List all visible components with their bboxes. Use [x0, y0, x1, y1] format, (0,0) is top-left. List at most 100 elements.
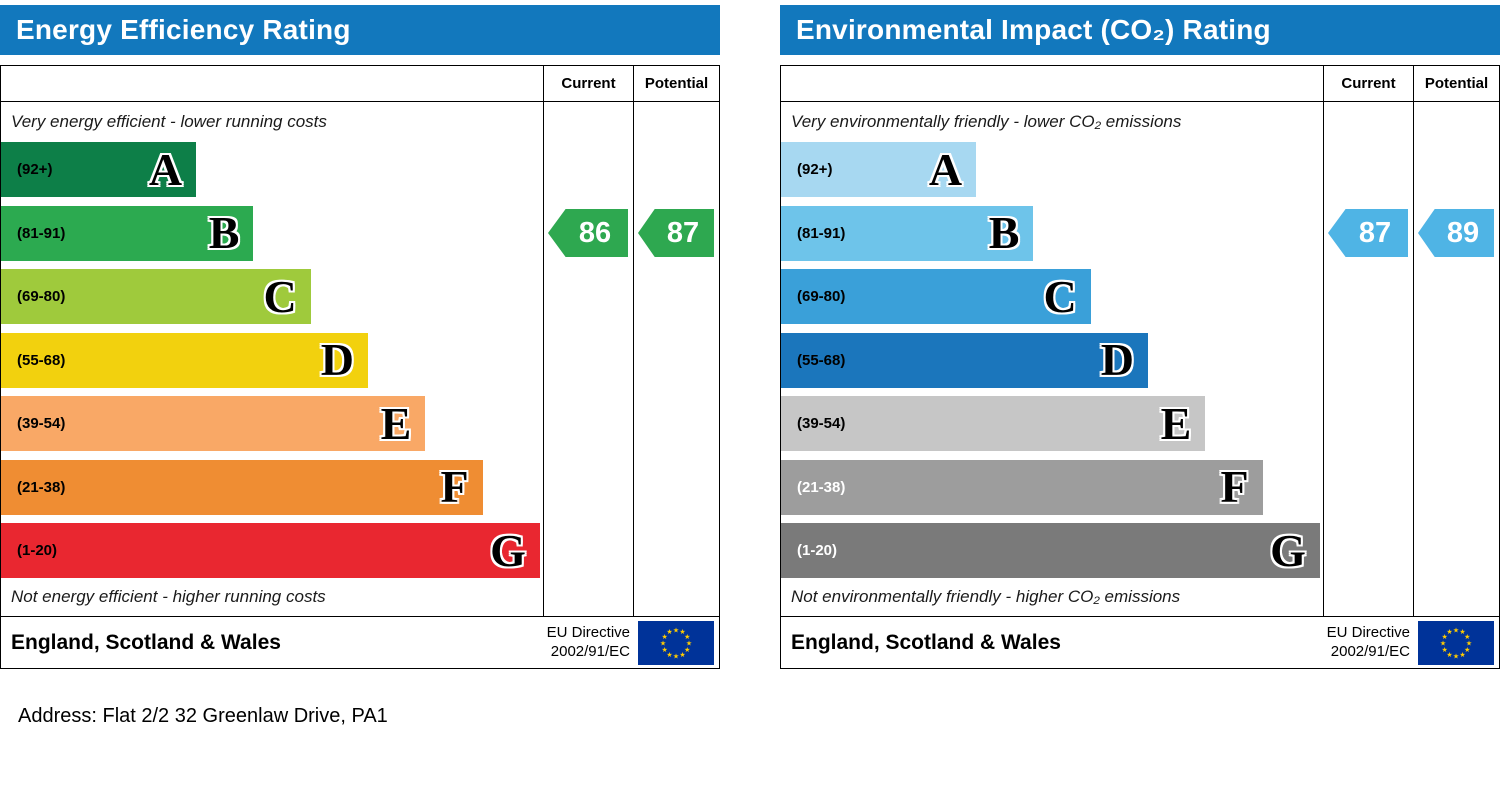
potential-column-header: Potential [1413, 66, 1499, 101]
band-letter: D [320, 334, 354, 385]
band-bar-g: (1-20) G [1, 523, 540, 578]
band-row-g: (1-20) G [781, 523, 1323, 578]
svg-text:★: ★ [679, 628, 685, 636]
band-letter: C [1043, 270, 1077, 322]
svg-text:★: ★ [1464, 633, 1470, 641]
band-bar-d: (55-68) D [1, 332, 368, 388]
band-bar-d: (55-68) D [781, 332, 1148, 388]
eu-directive-line1: EU Directive [546, 623, 630, 641]
potential-rating-value: 89 [1446, 216, 1480, 249]
potential-rating-arrow: 89 [1418, 209, 1494, 257]
eu-flag-icon: ★ ★★ ★★★ ★★★ ★★★ [638, 620, 714, 665]
rating-table: Current Potential Very energy efficient … [0, 65, 720, 617]
table-header-row: Current Potential [1, 66, 719, 102]
band-letter: B [988, 207, 1020, 258]
band-range-label: (55-68) [17, 351, 66, 369]
chart-title: Environmental Impact (CO₂) Rating [796, 14, 1271, 45]
band-range-label: (21-38) [797, 478, 846, 496]
top-note: Very environmentally friendly - lower CO… [791, 112, 1182, 131]
band-bar-g: (1-20) G [781, 523, 1320, 578]
band-row-f: (21-38) F [781, 459, 1323, 515]
table-body: Very energy efficient - lower running co… [1, 102, 719, 616]
band-bar-e: (39-54) E [781, 396, 1206, 451]
current-column: 86 [543, 102, 633, 616]
table-footer: England, Scotland & Wales EU Directive 2… [780, 617, 1500, 669]
band-bar-e: (39-54) E [1, 396, 426, 451]
eu-directive-label: EU Directive 2002/91/EC [547, 624, 630, 662]
band-bar-c: (69-80) C [1, 269, 311, 324]
current-column: 87 [1323, 102, 1413, 616]
band-bar-b: (81-91) B [781, 205, 1034, 261]
band-letter: A [148, 143, 183, 195]
potential-column-header: Potential [633, 66, 719, 101]
current-rating-value: 87 [1358, 216, 1392, 249]
bottom-note: Not energy efficient - higher running co… [11, 587, 326, 606]
svg-text:★: ★ [666, 650, 672, 658]
potential-rating-value: 87 [666, 216, 700, 249]
band-row-d: (55-68) D [1, 332, 543, 388]
table-footer: England, Scotland & Wales EU Directive 2… [0, 617, 720, 669]
bottom-note: Not environmentally friendly - higher CO… [791, 587, 1181, 606]
eu-flag-icon: ★ ★★ ★★★ ★★★ ★★★ [1418, 620, 1494, 665]
svg-text:★: ★ [1446, 650, 1452, 658]
band-letter: G [1270, 524, 1306, 576]
band-letter: B [208, 207, 240, 258]
table-header-row: Current Potential [781, 66, 1499, 102]
band-row-g: (1-20) G [1, 523, 543, 578]
band-bar-a: (92+) A [1, 142, 197, 197]
band-letter: E [1160, 397, 1192, 449]
energy-efficiency-chart: Energy Efficiency Rating Current Potenti… [0, 5, 720, 669]
page: Energy Efficiency Rating Current Potenti… [0, 5, 1501, 727]
band-range-label: (39-54) [797, 415, 846, 432]
band-range-label: (55-68) [797, 351, 846, 369]
svg-text:★: ★ [684, 633, 690, 641]
band-letter: D [1100, 334, 1134, 385]
table-header-spacer [1, 66, 543, 101]
band-letter: G [490, 524, 526, 576]
rating-table: Current Potential Very environmentally f… [780, 65, 1500, 617]
potential-rating-arrow: 87 [638, 209, 714, 257]
band-range-label: (1-20) [797, 542, 838, 559]
svg-text:★: ★ [1453, 652, 1459, 660]
band-range-label: (81-91) [17, 224, 66, 242]
chart-title-bar: Environmental Impact (CO₂) Rating [780, 5, 1500, 55]
band-row-e: (39-54) E [781, 396, 1323, 451]
epc-charts: Energy Efficiency Rating Current Potenti… [0, 5, 1501, 669]
table-header-spacer [781, 66, 1323, 101]
svg-text:★: ★ [660, 639, 666, 647]
band-row-c: (69-80) C [781, 269, 1323, 324]
eu-directive-label: EU Directive 2002/91/EC [1327, 624, 1410, 662]
band-bar-c: (69-80) C [781, 269, 1091, 324]
svg-text:★: ★ [1442, 633, 1448, 641]
svg-text:★: ★ [673, 652, 679, 660]
band-bar-f: (21-38) F [1, 459, 483, 515]
current-rating-value: 86 [578, 216, 612, 249]
band-bar-a: (92+) A [781, 142, 977, 197]
property-address: Address: Flat 2/2 32 Greenlaw Drive, PA1 [18, 705, 388, 727]
svg-text:★: ★ [686, 639, 692, 647]
band-range-label: (39-54) [17, 415, 66, 432]
band-letter: F [1220, 461, 1249, 512]
potential-column: 87 [633, 102, 719, 616]
current-column-header: Current [543, 66, 633, 101]
svg-text:★: ★ [1453, 626, 1459, 634]
eu-directive-line2: 2002/91/EC [1330, 642, 1410, 660]
current-rating-arrow: 87 [1328, 209, 1408, 257]
chart-title-bar: Energy Efficiency Rating [0, 5, 720, 55]
svg-text:★: ★ [684, 646, 690, 654]
band-row-e: (39-54) E [1, 396, 543, 451]
band-range-label: (81-91) [797, 224, 846, 242]
band-row-f: (21-38) F [1, 459, 543, 515]
svg-text:★: ★ [1466, 639, 1472, 647]
band-letter: C [263, 270, 297, 322]
svg-text:★: ★ [1459, 628, 1465, 636]
chart-title: Energy Efficiency Rating [16, 14, 351, 45]
rating-bands: (92+) A (81-91) B [1, 142, 543, 578]
band-row-d: (55-68) D [781, 332, 1323, 388]
rating-bands: (92+) A (81-91) B [781, 142, 1323, 578]
band-row-b: (81-91) B [781, 205, 1323, 261]
table-body: Very environmentally friendly - lower CO… [781, 102, 1499, 616]
band-range-label: (1-20) [17, 542, 58, 559]
svg-text:★: ★ [673, 626, 679, 634]
band-row-c: (69-80) C [1, 269, 543, 324]
